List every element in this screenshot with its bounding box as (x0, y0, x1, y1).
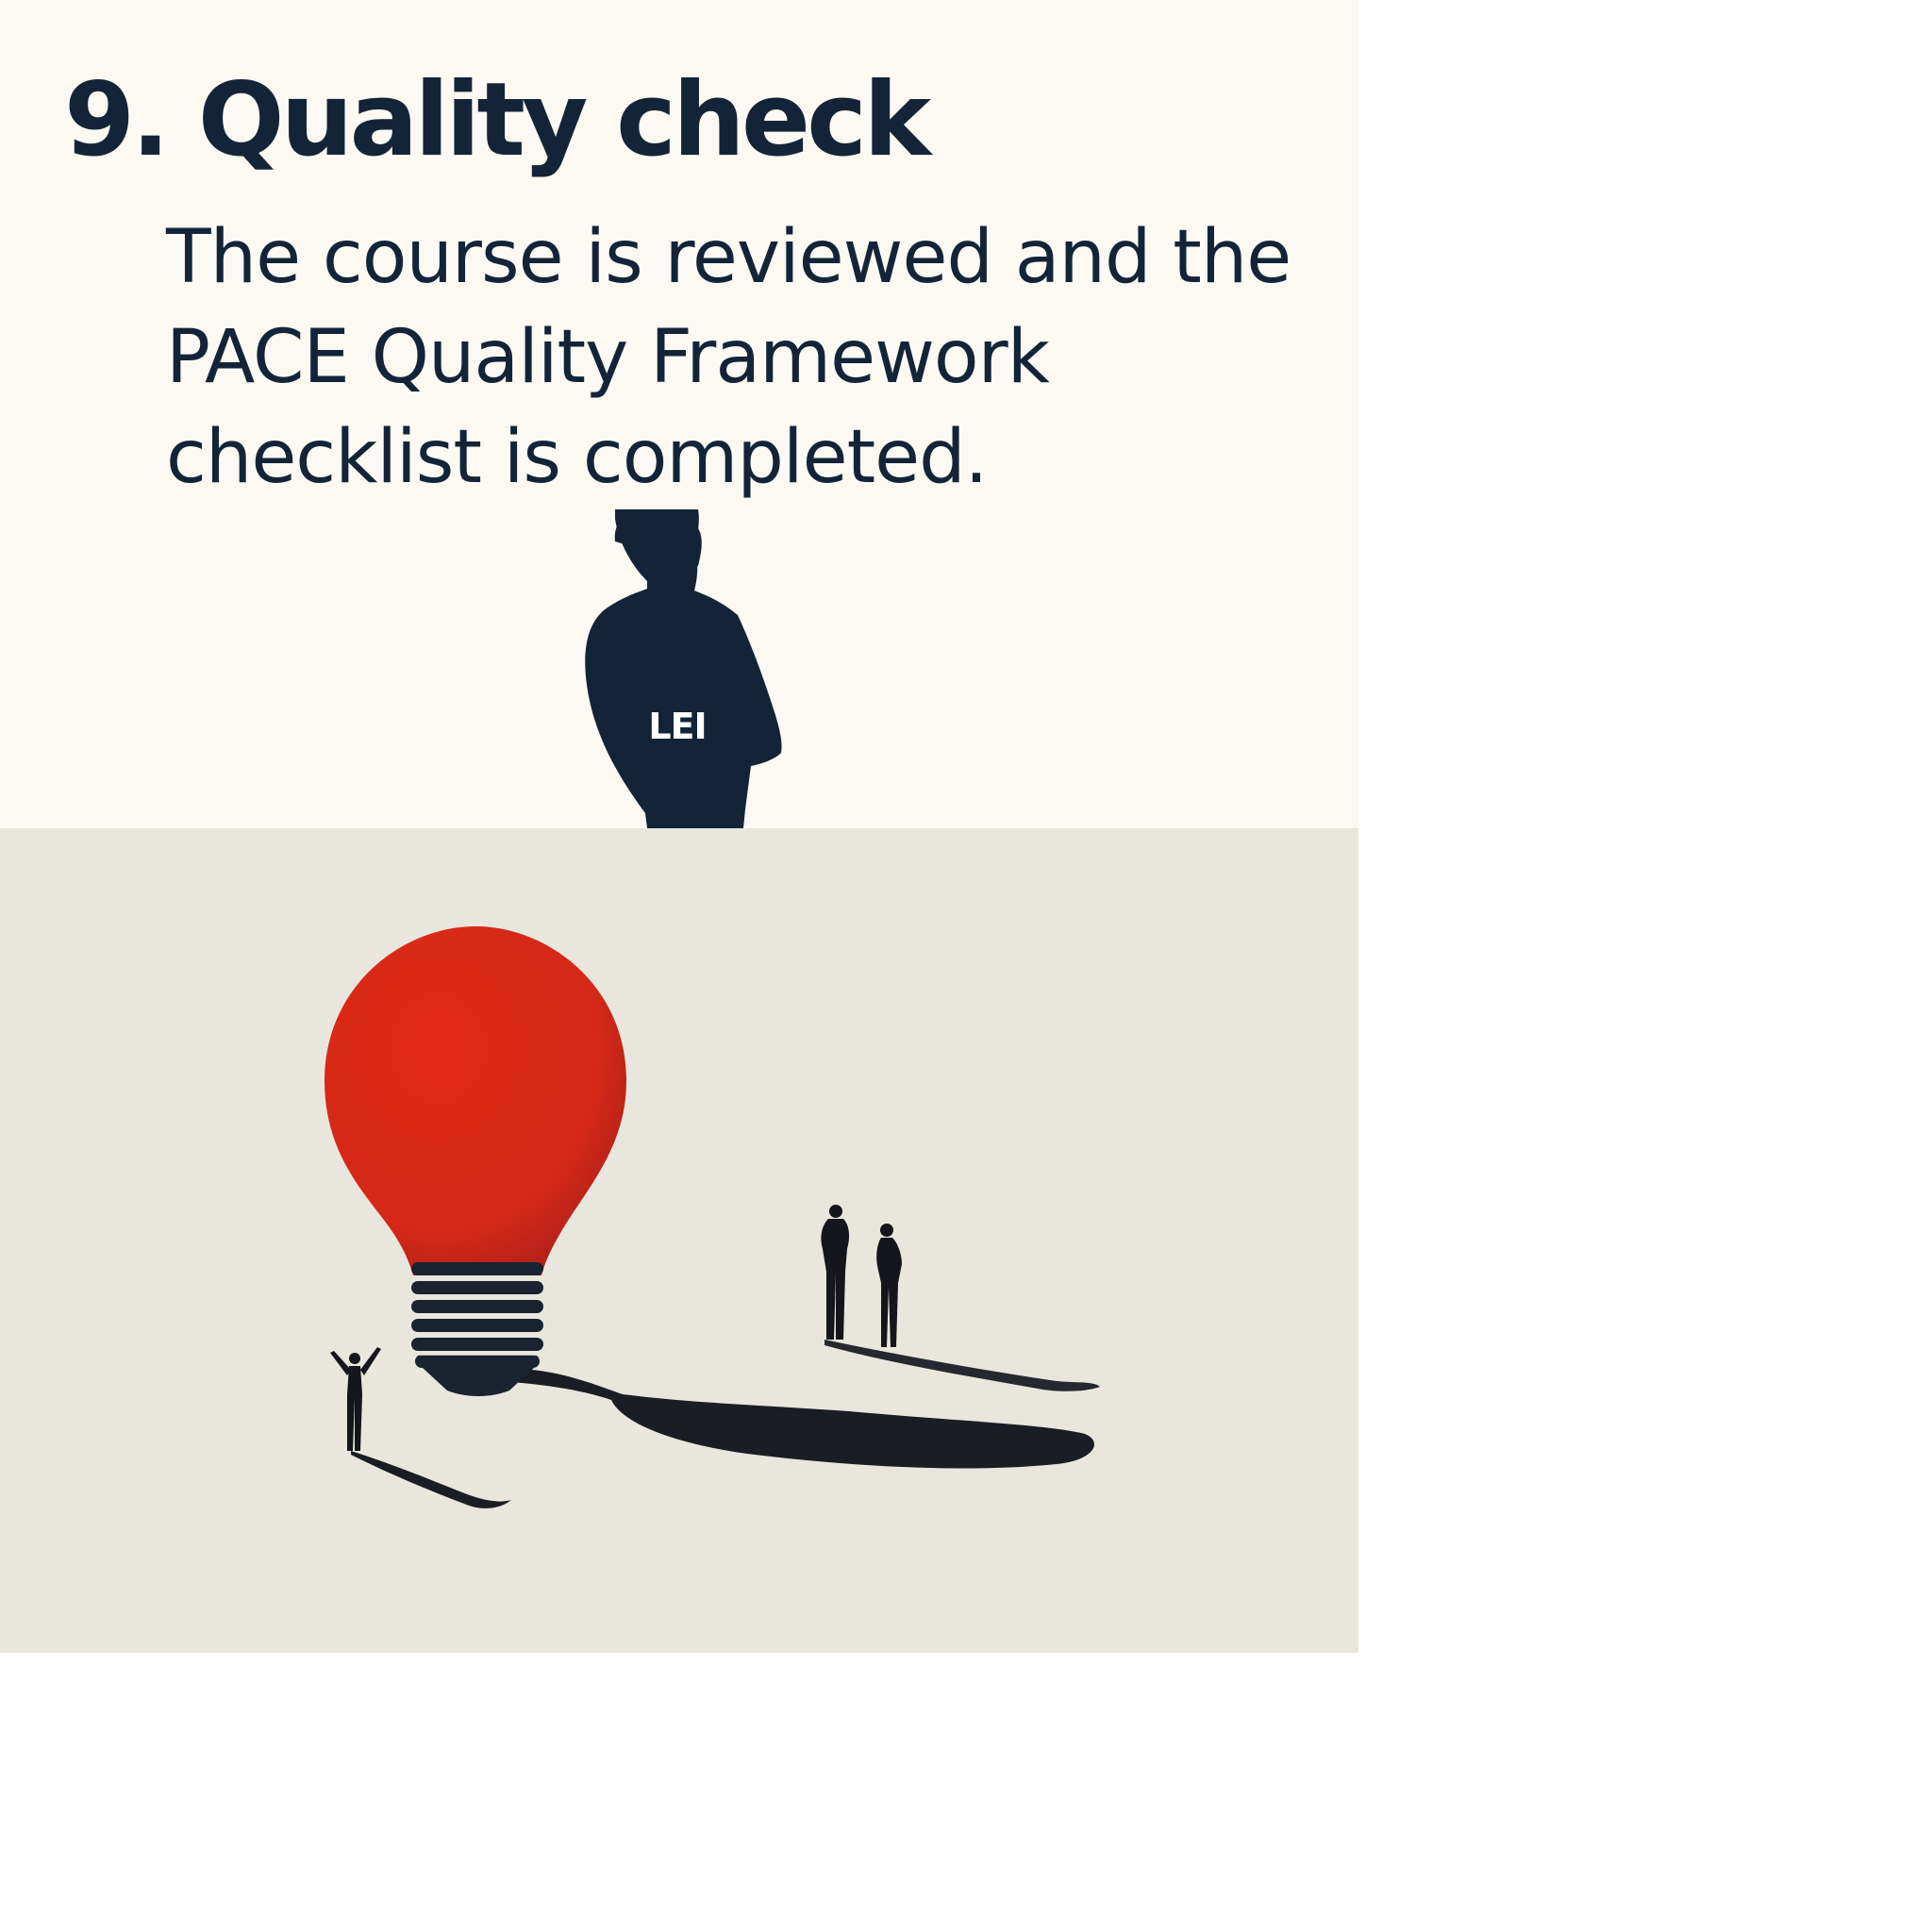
standing-man-figure (821, 1205, 850, 1340)
lightbulb-with-people-illustration (0, 828, 1358, 1653)
bulb-glass (325, 926, 626, 1275)
figures-shadow (824, 1340, 1100, 1391)
bulb-base (411, 1262, 543, 1396)
bulb-shadow (458, 1368, 1094, 1469)
step-title: 9. Quality check (64, 61, 931, 179)
person-badge: LEI (648, 706, 707, 747)
cheering-figure (330, 1347, 381, 1451)
person-silhouette-icon (566, 509, 792, 828)
standing-woman-figure (876, 1224, 902, 1347)
cheering-figure-shadow (351, 1451, 511, 1508)
step-description: The course is reviewed and the PACE Qual… (166, 215, 1291, 500)
illustration-panel (0, 828, 1358, 1653)
